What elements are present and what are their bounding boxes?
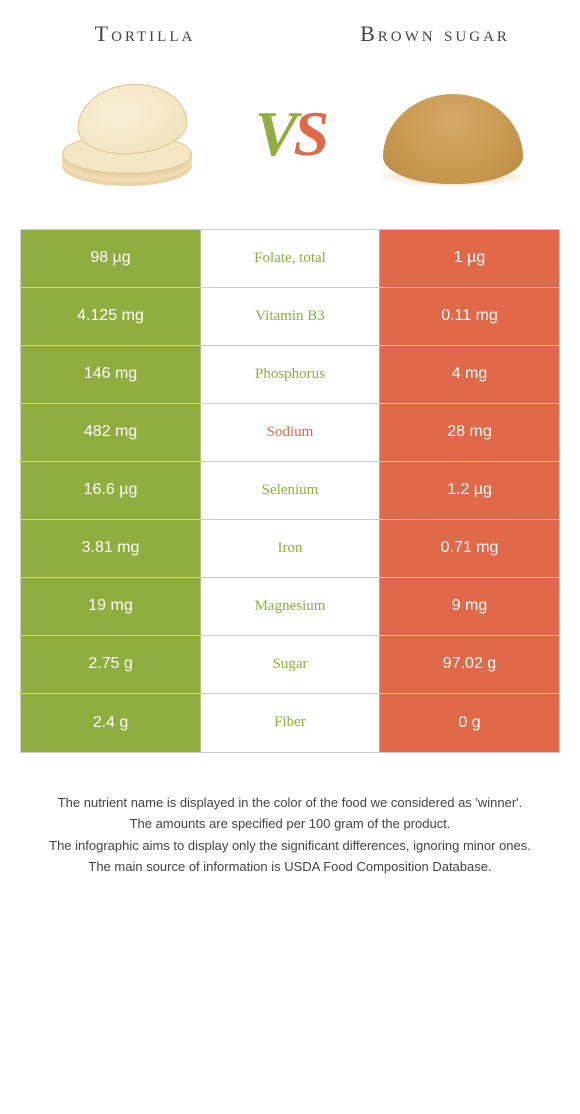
cell-left-value: 146 mg <box>21 346 201 403</box>
cell-right-value: 1 µg <box>379 230 559 287</box>
cell-right-value: 0.71 mg <box>379 520 559 577</box>
footnote: The nutrient name is displayed in the co… <box>20 793 560 877</box>
cell-right-value: 9 mg <box>379 578 559 635</box>
cell-left-value: 4.125 mg <box>21 288 201 345</box>
cell-left-value: 16.6 µg <box>21 462 201 519</box>
cell-left-value: 98 µg <box>21 230 201 287</box>
cell-right-value: 97.02 g <box>379 636 559 693</box>
cell-left-value: 2.75 g <box>21 636 201 693</box>
images-row: VS <box>0 59 580 229</box>
cell-left-value: 3.81 mg <box>21 520 201 577</box>
footnote-line: The main source of information is USDA F… <box>20 857 560 877</box>
cell-right-value: 1.2 µg <box>379 462 559 519</box>
cell-right-value: 0.11 mg <box>379 288 559 345</box>
footnote-line: The nutrient name is displayed in the co… <box>20 793 560 813</box>
tortilla-image <box>42 69 212 199</box>
table-row: 16.6 µgSelenium1.2 µg <box>21 462 559 520</box>
vs-v: V <box>255 98 294 169</box>
table-row: 3.81 mgIron0.71 mg <box>21 520 559 578</box>
cell-nutrient-label: Fiber <box>201 694 379 752</box>
cell-nutrient-label: Phosphorus <box>201 346 379 403</box>
header-right: Brown sugar <box>290 20 580 49</box>
brown-sugar-image <box>368 69 538 199</box>
table-row: 146 mgPhosphorus4 mg <box>21 346 559 404</box>
cell-nutrient-label: Sodium <box>201 404 379 461</box>
nutrient-table: 98 µgFolate, total1 µg4.125 mgVitamin B3… <box>20 229 560 753</box>
cell-nutrient-label: Iron <box>201 520 379 577</box>
cell-right-value: 0 g <box>379 694 559 752</box>
vs-label: VS <box>255 97 325 171</box>
table-row: 98 µgFolate, total1 µg <box>21 230 559 288</box>
cell-nutrient-label: Vitamin B3 <box>201 288 379 345</box>
table-row: 482 mgSodium28 mg <box>21 404 559 462</box>
table-row: 19 mgMagnesium9 mg <box>21 578 559 636</box>
cell-left-value: 19 mg <box>21 578 201 635</box>
cell-right-value: 28 mg <box>379 404 559 461</box>
footnote-line: The amounts are specified per 100 gram o… <box>20 814 560 834</box>
cell-nutrient-label: Magnesium <box>201 578 379 635</box>
cell-nutrient-label: Selenium <box>201 462 379 519</box>
footnote-line: The infographic aims to display only the… <box>20 836 560 856</box>
cell-nutrient-label: Folate, total <box>201 230 379 287</box>
table-row: 2.4 gFiber0 g <box>21 694 559 752</box>
table-row: 2.75 gSugar97.02 g <box>21 636 559 694</box>
cell-nutrient-label: Sugar <box>201 636 379 693</box>
cell-right-value: 4 mg <box>379 346 559 403</box>
vs-s: S <box>294 98 326 169</box>
header-row: Tortilla Brown sugar <box>0 0 580 59</box>
header-left: Tortilla <box>0 20 290 49</box>
table-row: 4.125 mgVitamin B30.11 mg <box>21 288 559 346</box>
cell-left-value: 2.4 g <box>21 694 201 752</box>
cell-left-value: 482 mg <box>21 404 201 461</box>
